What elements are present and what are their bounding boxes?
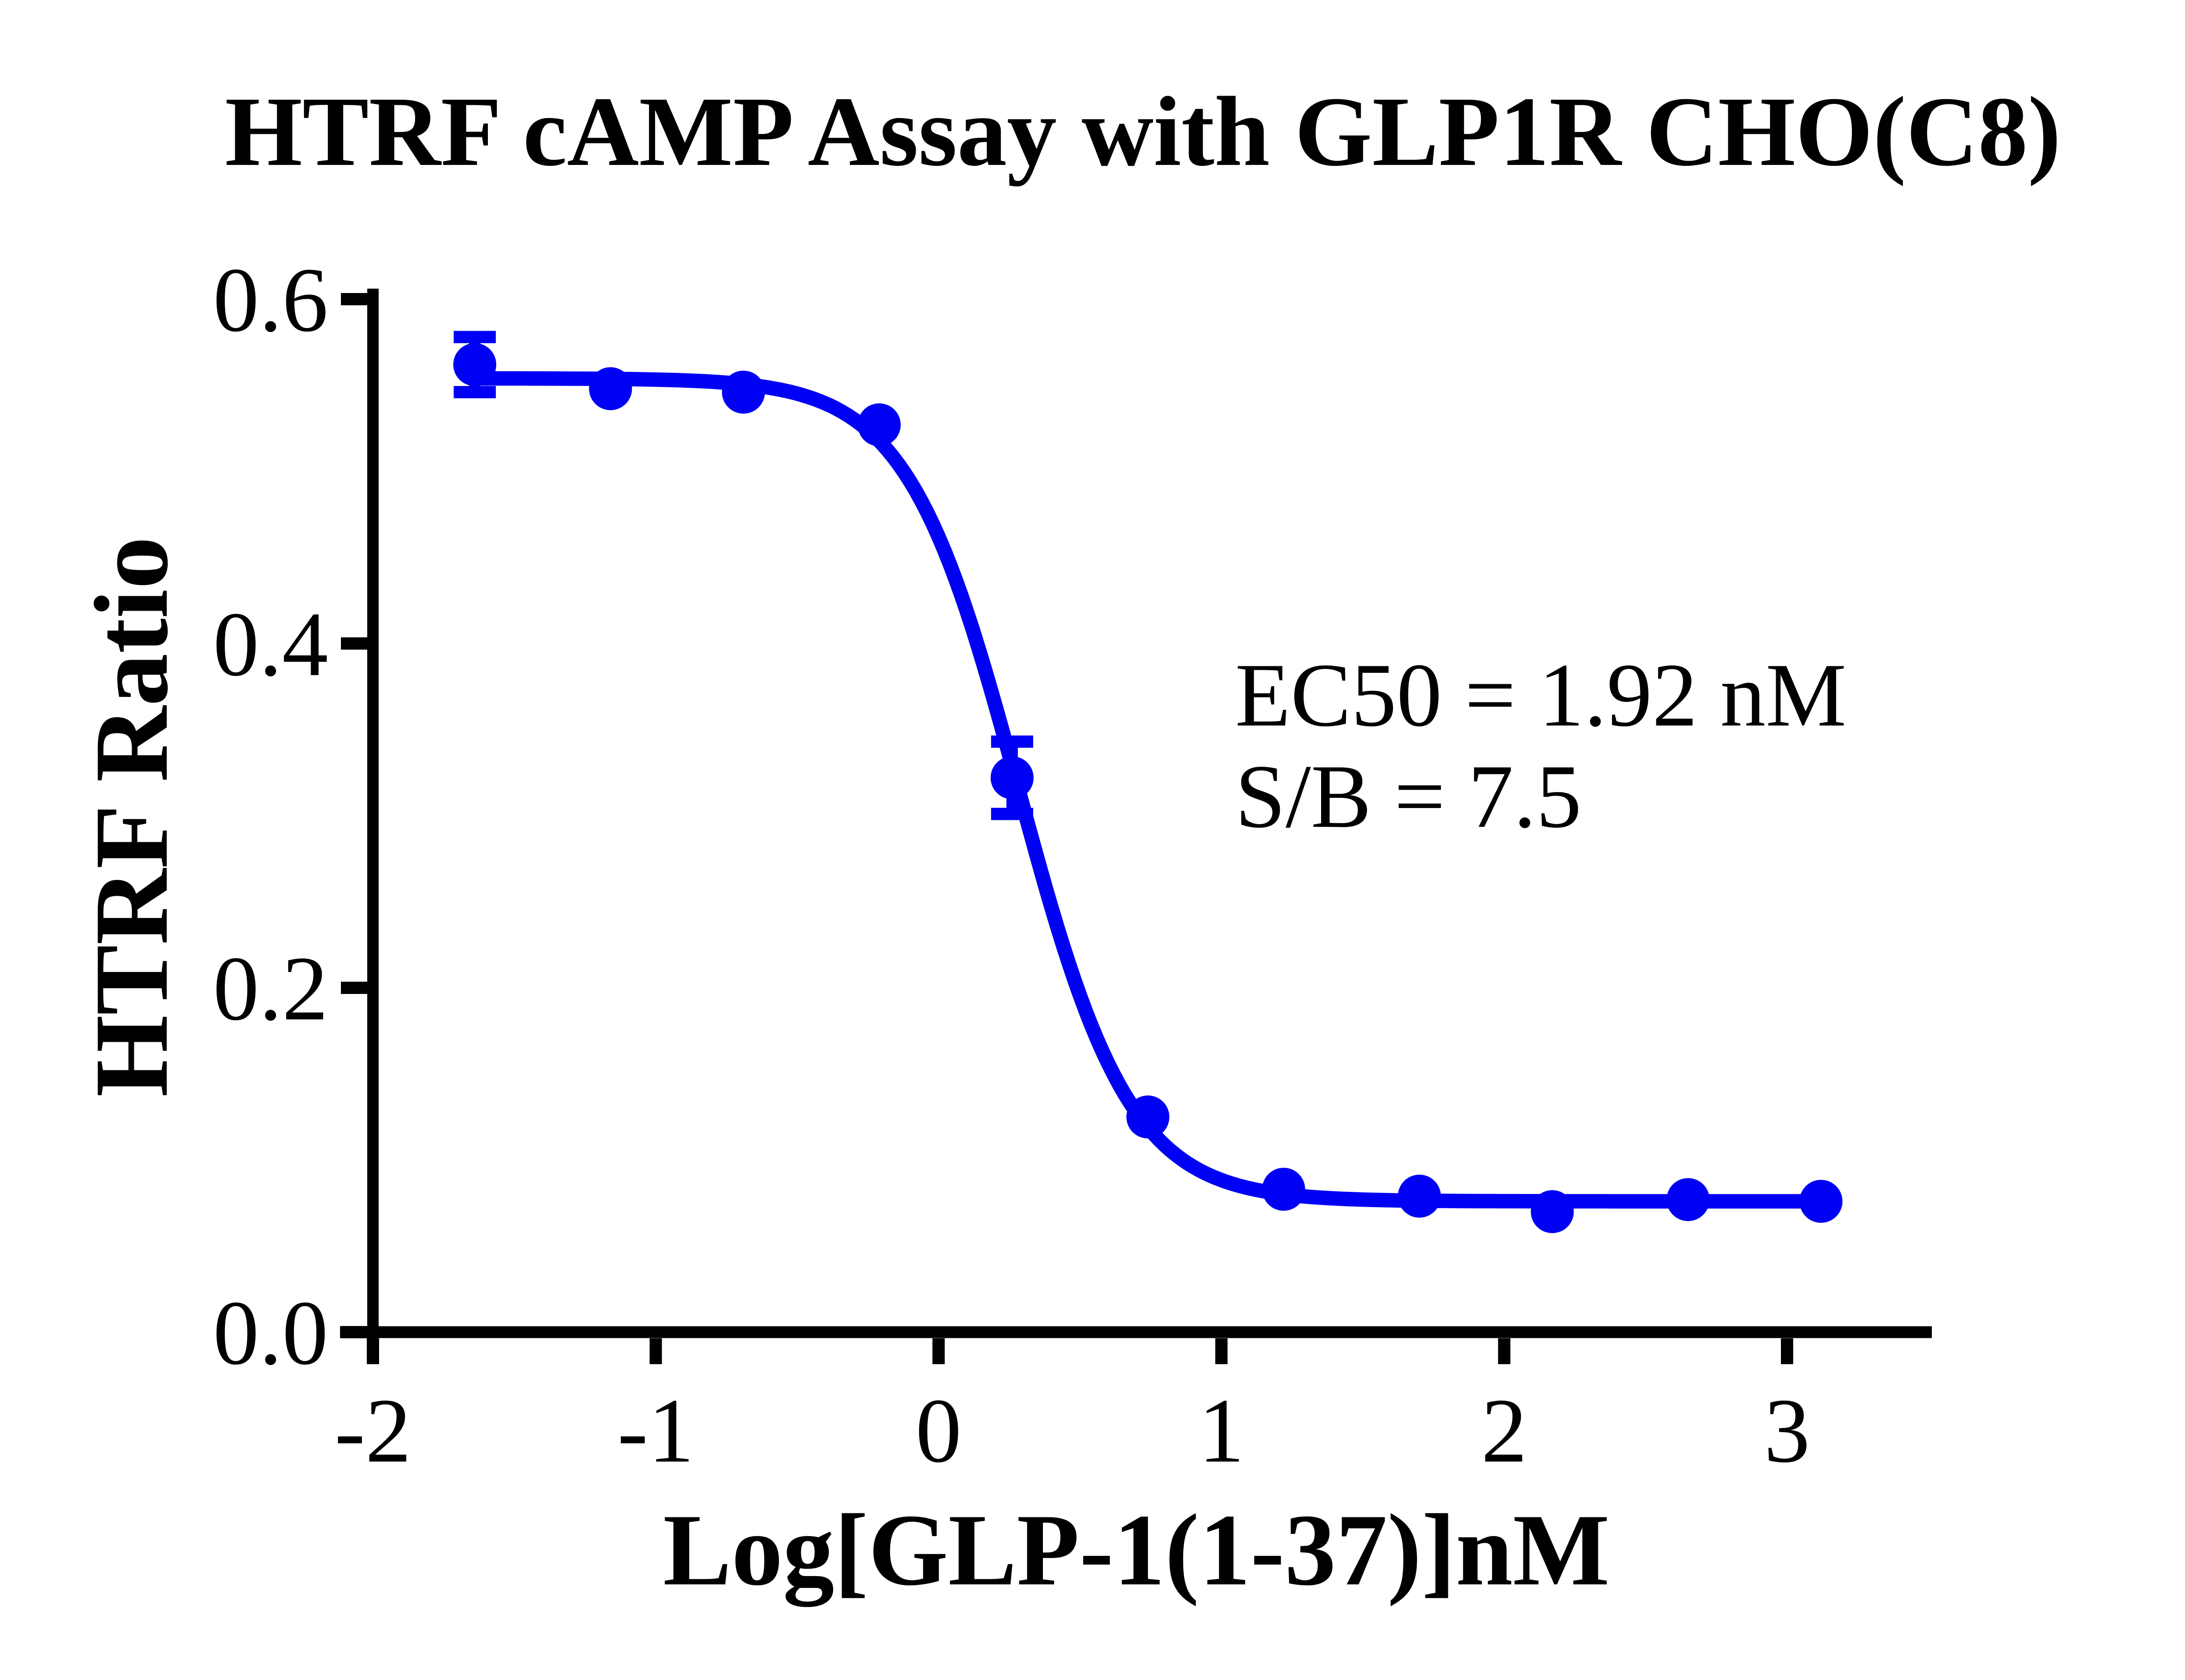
- data-point: [1398, 1174, 1441, 1218]
- fit-curve: [467, 371, 1828, 1209]
- data-point: [990, 756, 1034, 800]
- x-axis-tick-label: 1: [1198, 1380, 1244, 1482]
- chart-title: HTRF cAMP Assay with GLP1R CHO(C8): [225, 77, 2061, 187]
- x-axis-tick-label: 2: [1481, 1380, 1527, 1482]
- y-axis-tick-label: 0.6: [213, 249, 329, 351]
- y-axis-tick-labels: 0.0 0.2 0.4 0.6: [213, 249, 329, 1384]
- y-axis-title: HTRF Ratio: [73, 536, 190, 1097]
- data-point: [857, 403, 901, 447]
- x-axis-tick-labels: -2 -1 0 1 2 3: [335, 1380, 1810, 1482]
- x-axis: -2 -1 0 1 2 3: [335, 1326, 1932, 1482]
- data-point: [1799, 1180, 1843, 1223]
- data-point: [1666, 1178, 1710, 1221]
- x-axis-tick-label: -2: [335, 1380, 412, 1482]
- annotation-ec50: EC50 = 1.92 nM: [1235, 645, 1846, 745]
- x-axis-title: Log[GLP-1(1-37)]nM: [663, 1493, 1610, 1607]
- x-axis-ticks: [367, 1338, 1793, 1364]
- y-axis: 0.0 0.2 0.4 0.6: [213, 249, 379, 1384]
- data-point: [1126, 1095, 1170, 1139]
- annotation-sb: S/B = 7.5: [1235, 746, 1582, 847]
- x-axis-tick-label: 0: [916, 1380, 962, 1482]
- y-axis-tick-label: 0.2: [213, 938, 329, 1040]
- y-axis-tick-label: 0.4: [213, 593, 329, 695]
- data-point: [722, 370, 765, 414]
- y-axis-tick-label: 0.0: [213, 1282, 329, 1384]
- x-axis-tick-label: -1: [617, 1380, 694, 1482]
- x-axis-tick-label: 3: [1764, 1380, 1810, 1482]
- data-point: [453, 343, 497, 386]
- data-point: [589, 367, 632, 411]
- data-point: [1262, 1168, 1305, 1211]
- y-axis-ticks: [341, 293, 367, 1338]
- data-points: [453, 343, 1843, 1233]
- annotation: EC50 = 1.92 nM S/B = 7.5: [1235, 645, 1846, 847]
- data-point: [1530, 1190, 1574, 1233]
